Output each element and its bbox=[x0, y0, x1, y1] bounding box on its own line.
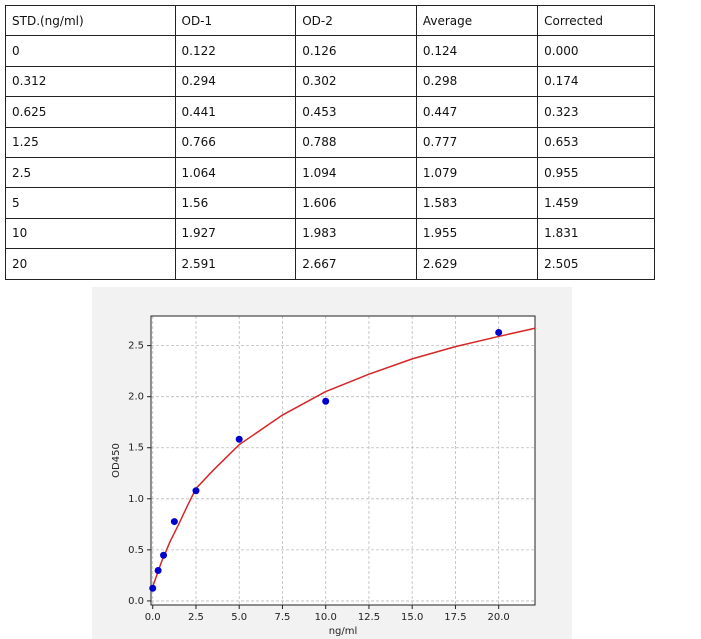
table-cell: 0.453 bbox=[295, 96, 417, 128]
table-cell: 0.447 bbox=[415, 96, 539, 128]
table-cell: 0.955 bbox=[537, 156, 655, 189]
table-cell: STD.(ng/ml) bbox=[5, 4, 176, 37]
y-tick-label: 2.5 bbox=[128, 341, 144, 352]
table-cell: 0.777 bbox=[415, 126, 539, 158]
x-tick-label: 10.0 bbox=[315, 612, 337, 623]
y-axis-label: OD450 bbox=[111, 443, 122, 478]
table-cell: 1.927 bbox=[174, 217, 297, 250]
table-cell: 1.983 bbox=[295, 217, 417, 250]
y-tick-label: 2.0 bbox=[128, 392, 144, 403]
x-tick-label: 20.0 bbox=[488, 612, 510, 623]
y-tick-label: 0.5 bbox=[128, 545, 144, 556]
table-cell: Average bbox=[415, 4, 539, 37]
fit-curve bbox=[152, 327, 536, 587]
x-axis-label: ng/ml bbox=[329, 626, 358, 637]
data-point bbox=[235, 435, 243, 443]
chart: 0.0 2.5 5.0 7.5 10.0 12.5 15.0 17.5 20.0 0.0 0.5 1.… bbox=[92, 287, 572, 639]
table-cell: 0 bbox=[5, 35, 176, 67]
table-cell: 0.323 bbox=[537, 96, 655, 128]
data-point bbox=[170, 518, 178, 526]
table-cell: 10 bbox=[5, 217, 176, 250]
data-point bbox=[149, 584, 157, 592]
table-cell: 0.302 bbox=[295, 65, 417, 98]
table-row: 0.625 0.441 0.453 0.447 0.323 bbox=[5, 96, 655, 128]
x-tick-label: 7.5 bbox=[275, 612, 291, 623]
table-cell: 1.955 bbox=[415, 217, 539, 250]
table-cell: 2.629 bbox=[415, 248, 539, 280]
x-tick-label: 15.0 bbox=[401, 612, 423, 623]
table-cell: 20 bbox=[5, 248, 176, 280]
table-row: 5 1.56 1.606 1.583 1.459 bbox=[5, 187, 655, 219]
data-point bbox=[154, 566, 162, 574]
table-row: 20 2.591 2.667 2.629 2.505 bbox=[5, 248, 655, 280]
data-point bbox=[160, 551, 168, 559]
table-cell: 2.505 bbox=[537, 248, 655, 280]
y-tick-label: 1.0 bbox=[128, 494, 144, 505]
x-tick-label: 17.5 bbox=[444, 612, 466, 623]
table-row: 0.312 0.294 0.302 0.298 0.174 bbox=[5, 65, 655, 98]
x-tick-label: 5.0 bbox=[231, 612, 247, 623]
table-cell: 2.591 bbox=[174, 248, 297, 280]
table-cell: 0.124 bbox=[415, 35, 539, 67]
table-cell: 0.312 bbox=[5, 65, 176, 98]
y-tick-label: 0.0 bbox=[128, 596, 144, 607]
table-cell: 0.298 bbox=[415, 65, 539, 98]
data-point bbox=[192, 487, 200, 495]
table-cell: 0.441 bbox=[174, 96, 297, 128]
data-table: STD.(ng/ml) OD-1 OD-2 Average Corrected 0 0.12… bbox=[5, 4, 655, 280]
table-row: 2.5 1.064 1.094 1.079 0.955 bbox=[5, 156, 655, 189]
x-tick-label: 0.0 bbox=[145, 612, 161, 623]
table-cell: 1.459 bbox=[537, 187, 655, 219]
x-tick-label: 2.5 bbox=[188, 612, 204, 623]
table-cell: OD-1 bbox=[174, 4, 297, 37]
table-cell: 1.831 bbox=[537, 217, 655, 250]
data-point bbox=[495, 328, 503, 336]
table-cell: 0.126 bbox=[295, 35, 417, 67]
table-cell: 1.094 bbox=[295, 156, 417, 189]
plot-area bbox=[151, 316, 535, 605]
x-tick-label: 12.5 bbox=[358, 612, 380, 623]
table-row: 1.25 0.766 0.788 0.777 0.653 bbox=[5, 126, 655, 158]
table-cell: 0.653 bbox=[537, 126, 655, 158]
table-row: 0 0.122 0.126 0.124 0.000 bbox=[5, 35, 655, 67]
table-cell: 1.064 bbox=[174, 156, 297, 189]
table-cell: 5 bbox=[5, 187, 176, 219]
plot-frame bbox=[150, 315, 536, 606]
table-cell: 0.000 bbox=[537, 35, 655, 67]
y-tick-label: 1.5 bbox=[128, 443, 144, 454]
table-cell: 0.122 bbox=[174, 35, 297, 67]
table-cell: 1.25 bbox=[5, 126, 176, 158]
table-cell: 2.667 bbox=[295, 248, 417, 280]
data-point bbox=[322, 397, 330, 405]
table-cell: OD-2 bbox=[295, 4, 417, 37]
table-cell: 0.625 bbox=[5, 96, 176, 128]
table-cell: 2.5 bbox=[5, 156, 176, 189]
table-cell: 1.56 bbox=[174, 187, 297, 219]
table-cell: 0.294 bbox=[174, 65, 297, 98]
table-cell: 0.174 bbox=[537, 65, 655, 98]
table-row: 10 1.927 1.983 1.955 1.831 bbox=[5, 217, 655, 250]
table-cell: 1.606 bbox=[295, 187, 417, 219]
table-cell: 0.766 bbox=[174, 126, 297, 158]
table-cell: 0.788 bbox=[295, 126, 417, 158]
table-header: STD.(ng/ml) OD-1 OD-2 Average Corrected bbox=[5, 4, 655, 37]
table-cell: 1.079 bbox=[415, 156, 539, 189]
table-cell: Corrected bbox=[537, 4, 655, 37]
table-cell: 1.583 bbox=[415, 187, 539, 219]
